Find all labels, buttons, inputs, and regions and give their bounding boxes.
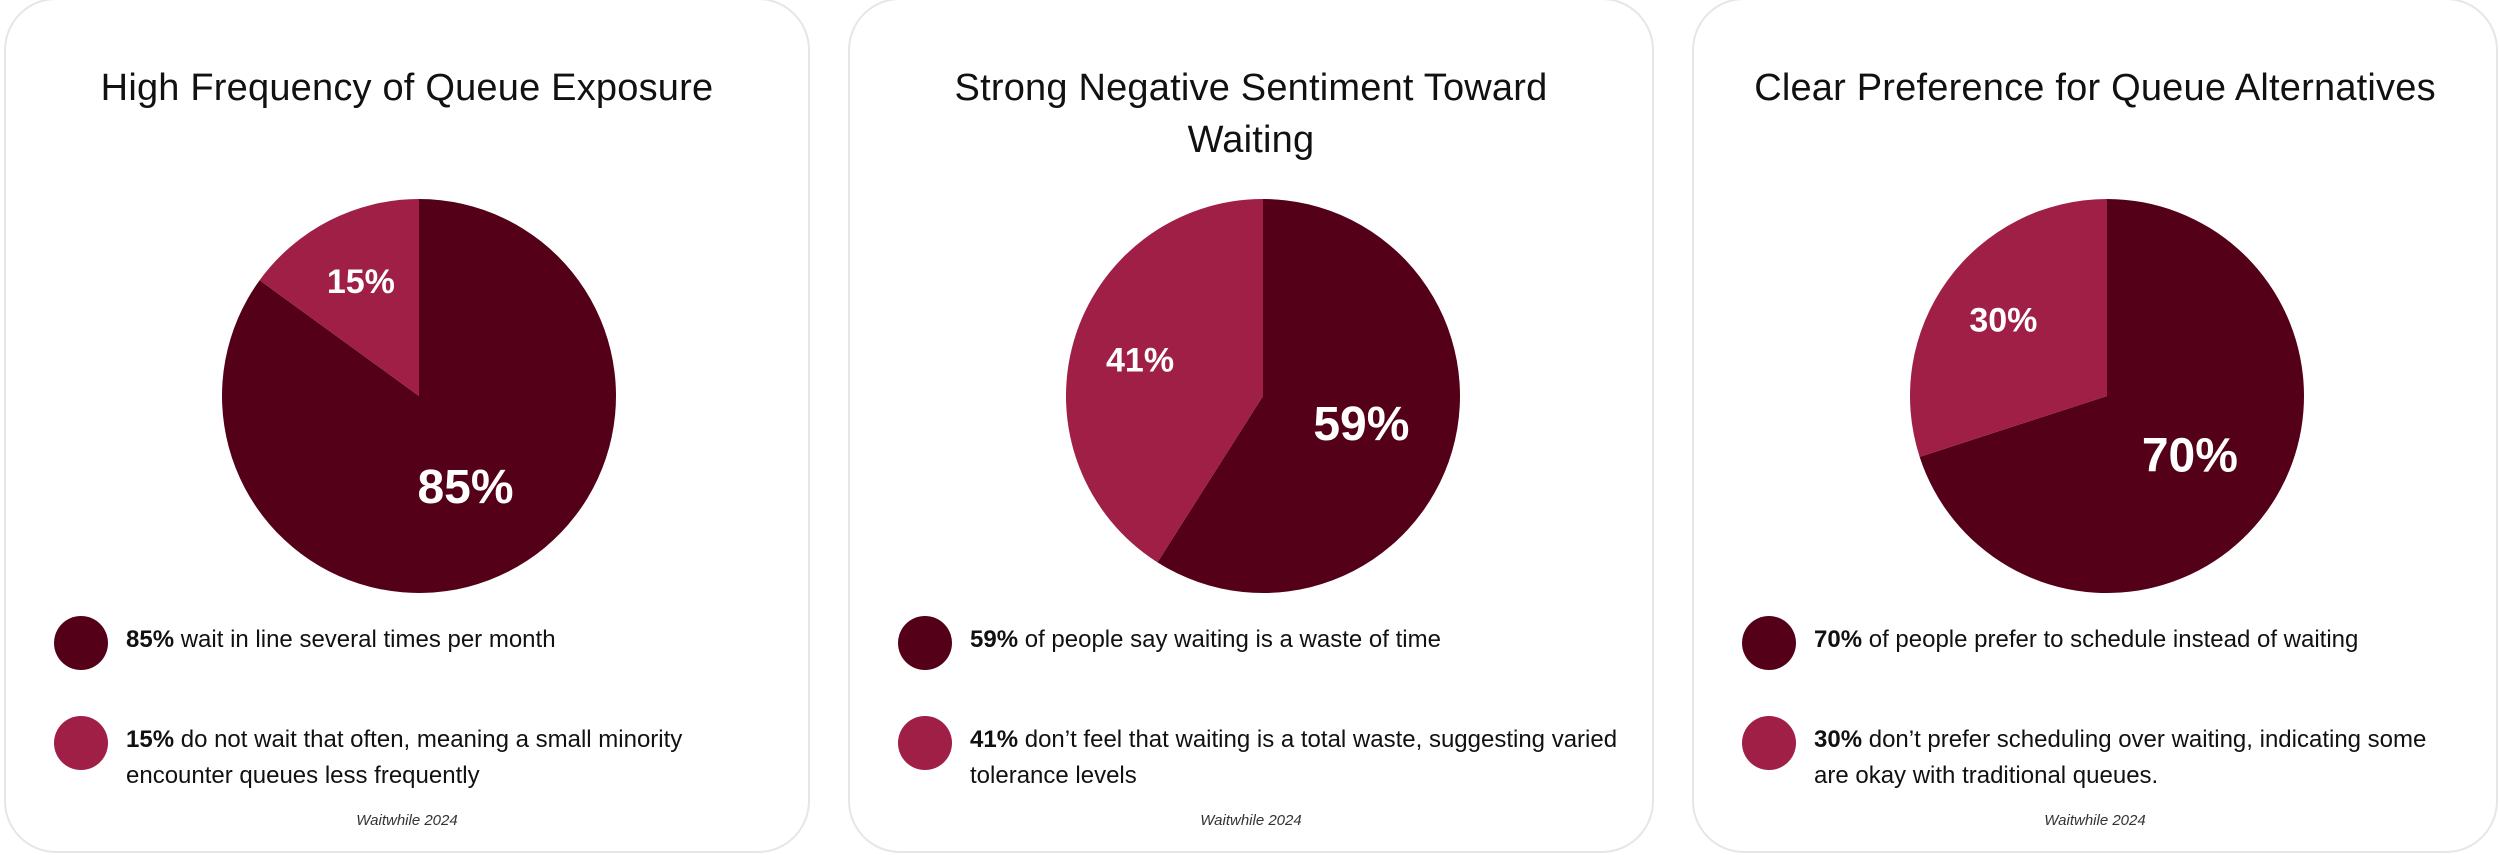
source-note: Waitwhile 2024 <box>356 812 458 829</box>
legend-description: do not wait that often, meaning a small … <box>126 726 683 789</box>
source-note: Waitwhile 2024 <box>2044 812 2146 829</box>
slice-label: 59% <box>1313 398 1409 451</box>
pie-slice <box>1157 199 1460 593</box>
chart-card: Clear Preference for Queue Alternatives … <box>1692 0 2498 853</box>
slice-label: 30% <box>1969 302 2037 340</box>
slice-label: 41% <box>1106 341 1174 379</box>
legend-strong: 15% <box>126 726 175 753</box>
legend-swatch-light <box>1742 716 1796 770</box>
legend-swatch-dark <box>1742 616 1796 670</box>
pie-chart: 59% 41% <box>1066 199 1460 593</box>
legend-description: wait in line several times per month <box>174 626 556 653</box>
chart-title: Clear Preference for Queue Alternatives <box>1754 67 2436 109</box>
legend-strong: 85% <box>126 626 175 653</box>
legend-swatch-dark <box>54 616 108 670</box>
legend-strong: 41% <box>970 726 1019 753</box>
legend-description: of people say waiting is a waste of time <box>1018 626 1441 653</box>
chart-card: Strong Negative Sentiment Toward Waiting… <box>848 0 1654 853</box>
pie-slice <box>259 199 419 396</box>
legend-swatch-light <box>898 716 952 770</box>
legend-text: 85% wait in line several times per month <box>126 622 556 658</box>
chart-title: Strong Negative Sentiment Toward Waiting <box>954 67 1548 161</box>
pie-slice <box>1910 199 2107 457</box>
legend-item: 41% don’t feel that waiting is a total w… <box>898 716 1622 794</box>
legend-swatch-dark <box>898 616 952 670</box>
slice-label: 85% <box>417 461 513 514</box>
pie-chart: 70% 30% <box>1910 199 2304 593</box>
chart-card: High Frequency of Queue Exposure 85% 15% … <box>4 0 810 853</box>
legend-text: 70% of people prefer to schedule instead… <box>1814 622 2358 658</box>
pie-chart: 85% 15% <box>222 199 616 593</box>
legend-text: 15% do not wait that often, meaning a sm… <box>126 722 778 794</box>
legend-swatch-light <box>54 716 108 770</box>
slice-label: 70% <box>2142 430 2238 483</box>
chart-title: High Frequency of Queue Exposure <box>100 67 714 109</box>
legend-item: 15% do not wait that often, meaning a sm… <box>54 716 778 794</box>
legend-text: 30% don’t prefer scheduling over waiting… <box>1814 722 2466 794</box>
legend-description: don’t prefer scheduling over waiting, in… <box>1814 726 2427 789</box>
slice-label: 15% <box>327 263 395 301</box>
pie-slice <box>1066 199 1263 563</box>
legend-text: 41% don’t feel that waiting is a total w… <box>970 722 1622 794</box>
legend-text: 59% of people say waiting is a waste of … <box>970 622 1441 658</box>
legend-item: 70% of people prefer to schedule instead… <box>1742 616 2466 670</box>
legend-description: of people prefer to schedule instead of … <box>1862 626 2359 653</box>
source-note: Waitwhile 2024 <box>1200 812 1302 829</box>
legend-item: 59% of people say waiting is a waste of … <box>898 616 1622 670</box>
legend-strong: 70% <box>1814 626 1863 653</box>
pie-slice <box>1919 199 2304 593</box>
legend-strong: 59% <box>970 626 1019 653</box>
legend-description: don’t feel that waiting is a total waste… <box>970 726 1618 789</box>
legend-item: 85% wait in line several times per month <box>54 616 778 670</box>
legend-strong: 30% <box>1814 726 1863 753</box>
legend-item: 30% don’t prefer scheduling over waiting… <box>1742 716 2466 794</box>
